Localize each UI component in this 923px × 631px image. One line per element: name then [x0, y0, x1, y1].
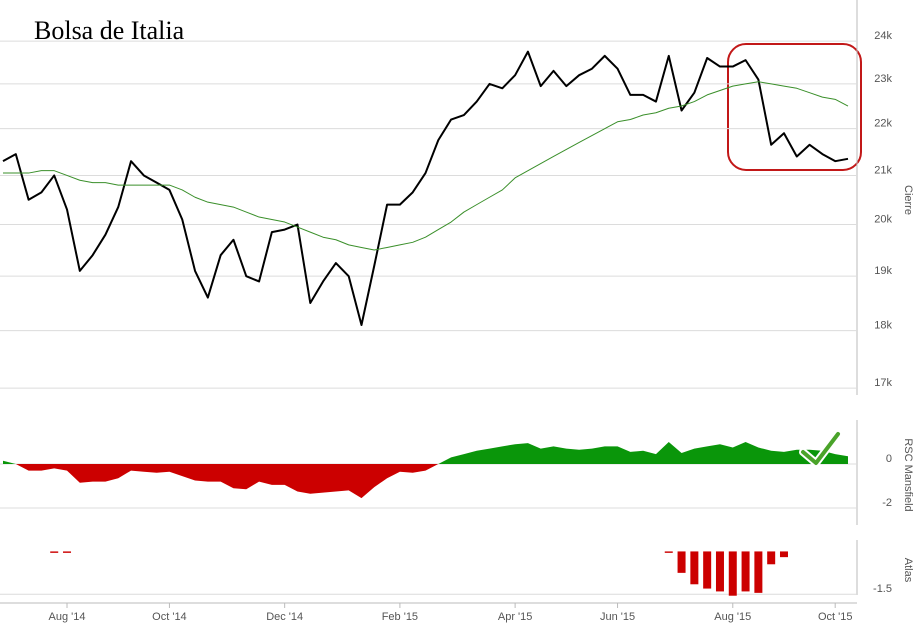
y-tick-label: 18k [874, 319, 892, 331]
x-tick-label: Jun '15 [600, 611, 635, 623]
y-tick-label: -1.5 [873, 583, 892, 595]
y-axis-title: Cierre [902, 185, 914, 215]
y-tick-label: 0 [886, 453, 892, 465]
x-tick-label: Oct '15 [818, 611, 853, 623]
bar [664, 551, 673, 553]
y-axis-title: RSC Mansfield [902, 438, 914, 511]
bar [690, 551, 699, 585]
x-tick-label: Apr '15 [498, 611, 533, 623]
bar [677, 551, 686, 573]
check-mark [801, 432, 840, 465]
y-tick-label: 21k [874, 164, 892, 176]
line-series [2, 50, 849, 326]
x-tick-label: Oct '14 [152, 611, 187, 623]
x-tick-label: Feb '15 [382, 611, 418, 623]
y-tick-label: 24k [874, 30, 892, 42]
bar [703, 551, 712, 589]
bar [728, 551, 737, 596]
bar [767, 551, 776, 565]
y-axis-title: Atlas [902, 558, 914, 583]
chart-title: Bolsa de Italia [34, 16, 185, 45]
y-tick-label: 23k [874, 73, 892, 85]
bar [754, 551, 763, 593]
x-tick-label: Aug '14 [49, 611, 86, 623]
y-tick-label: 22k [874, 118, 892, 130]
y-tick-label: -2 [882, 497, 892, 509]
bar [50, 551, 59, 553]
line-series [3, 81, 849, 251]
area-series [3, 442, 848, 499]
bar [715, 551, 724, 592]
highlight-box [727, 43, 862, 171]
y-tick-label: 19k [874, 265, 892, 277]
bar [63, 551, 72, 553]
bar [741, 551, 750, 592]
x-tick-label: Dec '14 [266, 611, 303, 623]
y-tick-label: 17k [874, 377, 892, 389]
bar [779, 551, 788, 558]
y-tick-label: 20k [874, 213, 892, 225]
x-tick-label: Aug '15 [714, 611, 751, 623]
